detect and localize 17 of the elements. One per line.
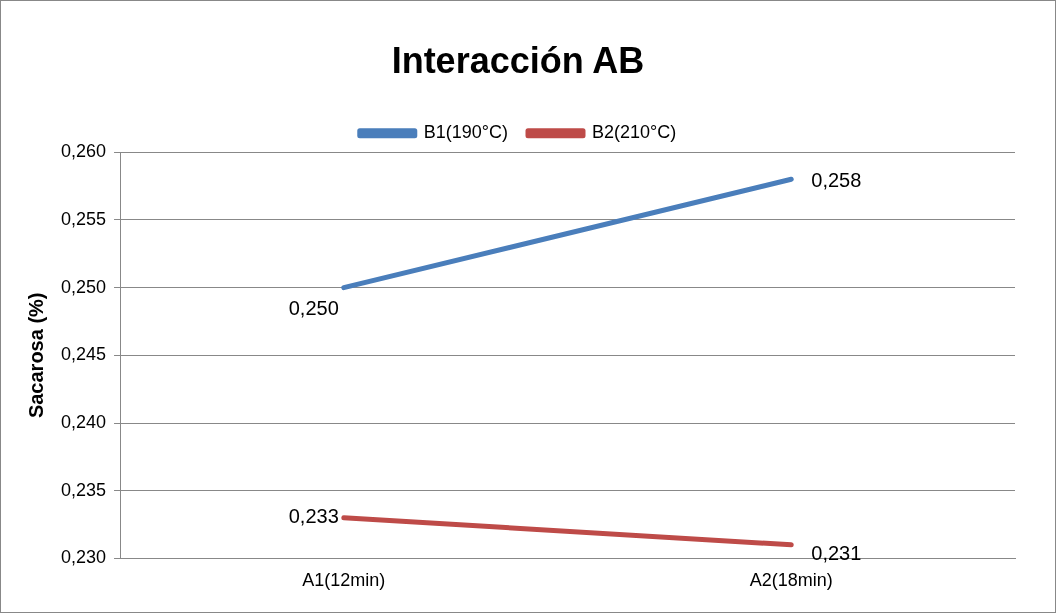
data-label: 0,231 (811, 542, 862, 565)
x-tick-label: A1(12min) (302, 570, 386, 591)
data-label: 0,258 (811, 168, 862, 191)
data-label: 0,250 (288, 297, 339, 320)
y-tick-label: 0,235 (61, 479, 107, 500)
x-tick-label: A2(18min) (749, 570, 833, 591)
data-label: 0,233 (288, 505, 339, 528)
y-tick-label: 0,240 (61, 411, 107, 432)
legend-label: B2(210°C) (592, 122, 677, 143)
y-tick-label: 0,250 (61, 276, 107, 297)
y-tick-label: 0,245 (61, 344, 107, 365)
legend-label: B1(190°C) (423, 122, 508, 143)
y-tick-label: 0,255 (61, 208, 107, 229)
y-axis-title: Sacarosa (%) (24, 292, 47, 419)
chart-title: Interacción AB (391, 39, 645, 81)
y-tick-label: 0,230 (61, 547, 107, 568)
y-tick-label: 0,260 (61, 141, 107, 162)
